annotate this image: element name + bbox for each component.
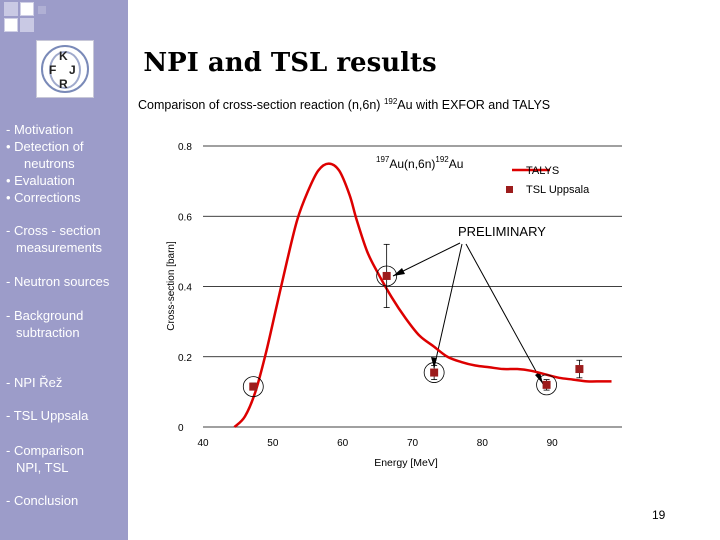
nav-background[interactable]: - Background [6, 308, 84, 323]
slide-title: NPI and TSL results [143, 48, 437, 78]
institute-logo: K F J R [36, 40, 94, 98]
x-tick-label: 60 [337, 438, 349, 449]
nav-cross-section[interactable]: - Cross - section [6, 223, 101, 238]
data-point-uppsala [575, 365, 584, 374]
nav-comparison[interactable]: - Comparison [6, 443, 85, 458]
decor-square-4 [4, 18, 18, 32]
data-point-uppsala [542, 380, 551, 389]
slide-subtitle: Comparison of cross-section reaction (n,… [138, 97, 678, 112]
preliminary-arrows [392, 242, 544, 385]
nav-conclusion[interactable]: - Conclusion [6, 493, 79, 508]
subtitle-suffix: Au with EXFOR and TALYS [397, 98, 551, 113]
subtitle-sup: 192 [383, 97, 398, 106]
chart-legend: TALYS TSL Uppsala [506, 165, 590, 196]
nav-measurements[interactable]: measurements [16, 240, 102, 255]
preliminary-annotation: PRELIMINARY [458, 224, 546, 239]
legend-uppsala-label: TSL Uppsala [526, 184, 590, 196]
nav-detection-of[interactable]: • Detection of [6, 139, 84, 154]
legend-talys-label: TALYS [526, 165, 559, 177]
y-tick-label: 0.6 [178, 212, 192, 223]
highlight-circle [242, 376, 264, 398]
decor-square-2 [20, 2, 34, 16]
x-tick-label: 70 [407, 438, 419, 449]
chart-ticks: 0 0.2 0.4 0.6 0.8 40 50 60 70 80 90 [178, 142, 558, 449]
data-point-uppsala [382, 271, 391, 280]
nav-neutrons[interactable]: neutrons [24, 156, 75, 171]
nav-npi-rez[interactable]: - NPI Řež [6, 375, 63, 390]
nav-npi-tsl[interactable]: NPI, TSL [16, 460, 69, 475]
nav-subtraction[interactable]: subtraction [16, 325, 80, 340]
y-axis-label: Cross-section [barn] [166, 241, 177, 331]
y-tick-label: 0.2 [178, 353, 192, 364]
subtitle-prefix: Comparison of cross-section reaction (n,… [138, 98, 384, 113]
nav-tsl-uppsala[interactable]: - TSL Uppsala [6, 408, 89, 423]
chart-grid [203, 145, 622, 428]
x-tick-label: 80 [477, 438, 489, 449]
nav-neutron-sources[interactable]: - Neutron sources [6, 274, 110, 289]
arrow-heads [393, 268, 543, 384]
decor-square-1 [4, 2, 18, 16]
x-axis-label: Energy [MeV] [374, 457, 438, 469]
y-tick-label: 0.8 [178, 142, 192, 153]
series-line-talys [233, 162, 612, 428]
nav-motivation[interactable]: - Motivation [6, 122, 74, 137]
page-number: 19 [652, 508, 666, 522]
decor-square-3 [38, 6, 46, 14]
highlight-circle [536, 374, 557, 396]
data-point-uppsala [249, 382, 258, 391]
highlight-circle [423, 362, 445, 383]
decor-square-5 [20, 18, 34, 32]
reaction-label: 197Au(n,6n)192Au [376, 155, 463, 171]
x-tick-label: 90 [547, 438, 559, 449]
legend-uppsala-marker [506, 186, 513, 193]
nav-evaluation[interactable]: • Evaluation [6, 173, 75, 188]
x-tick-label: 50 [267, 438, 279, 449]
nav-corrections[interactable]: • Corrections [6, 190, 81, 205]
y-tick-label: 0 [178, 423, 184, 434]
series-points-uppsala [242, 243, 584, 398]
highlight-circle [376, 265, 398, 287]
data-point-uppsala [430, 368, 439, 377]
x-tick-label: 40 [197, 438, 209, 449]
y-tick-label: 0.4 [178, 283, 192, 294]
